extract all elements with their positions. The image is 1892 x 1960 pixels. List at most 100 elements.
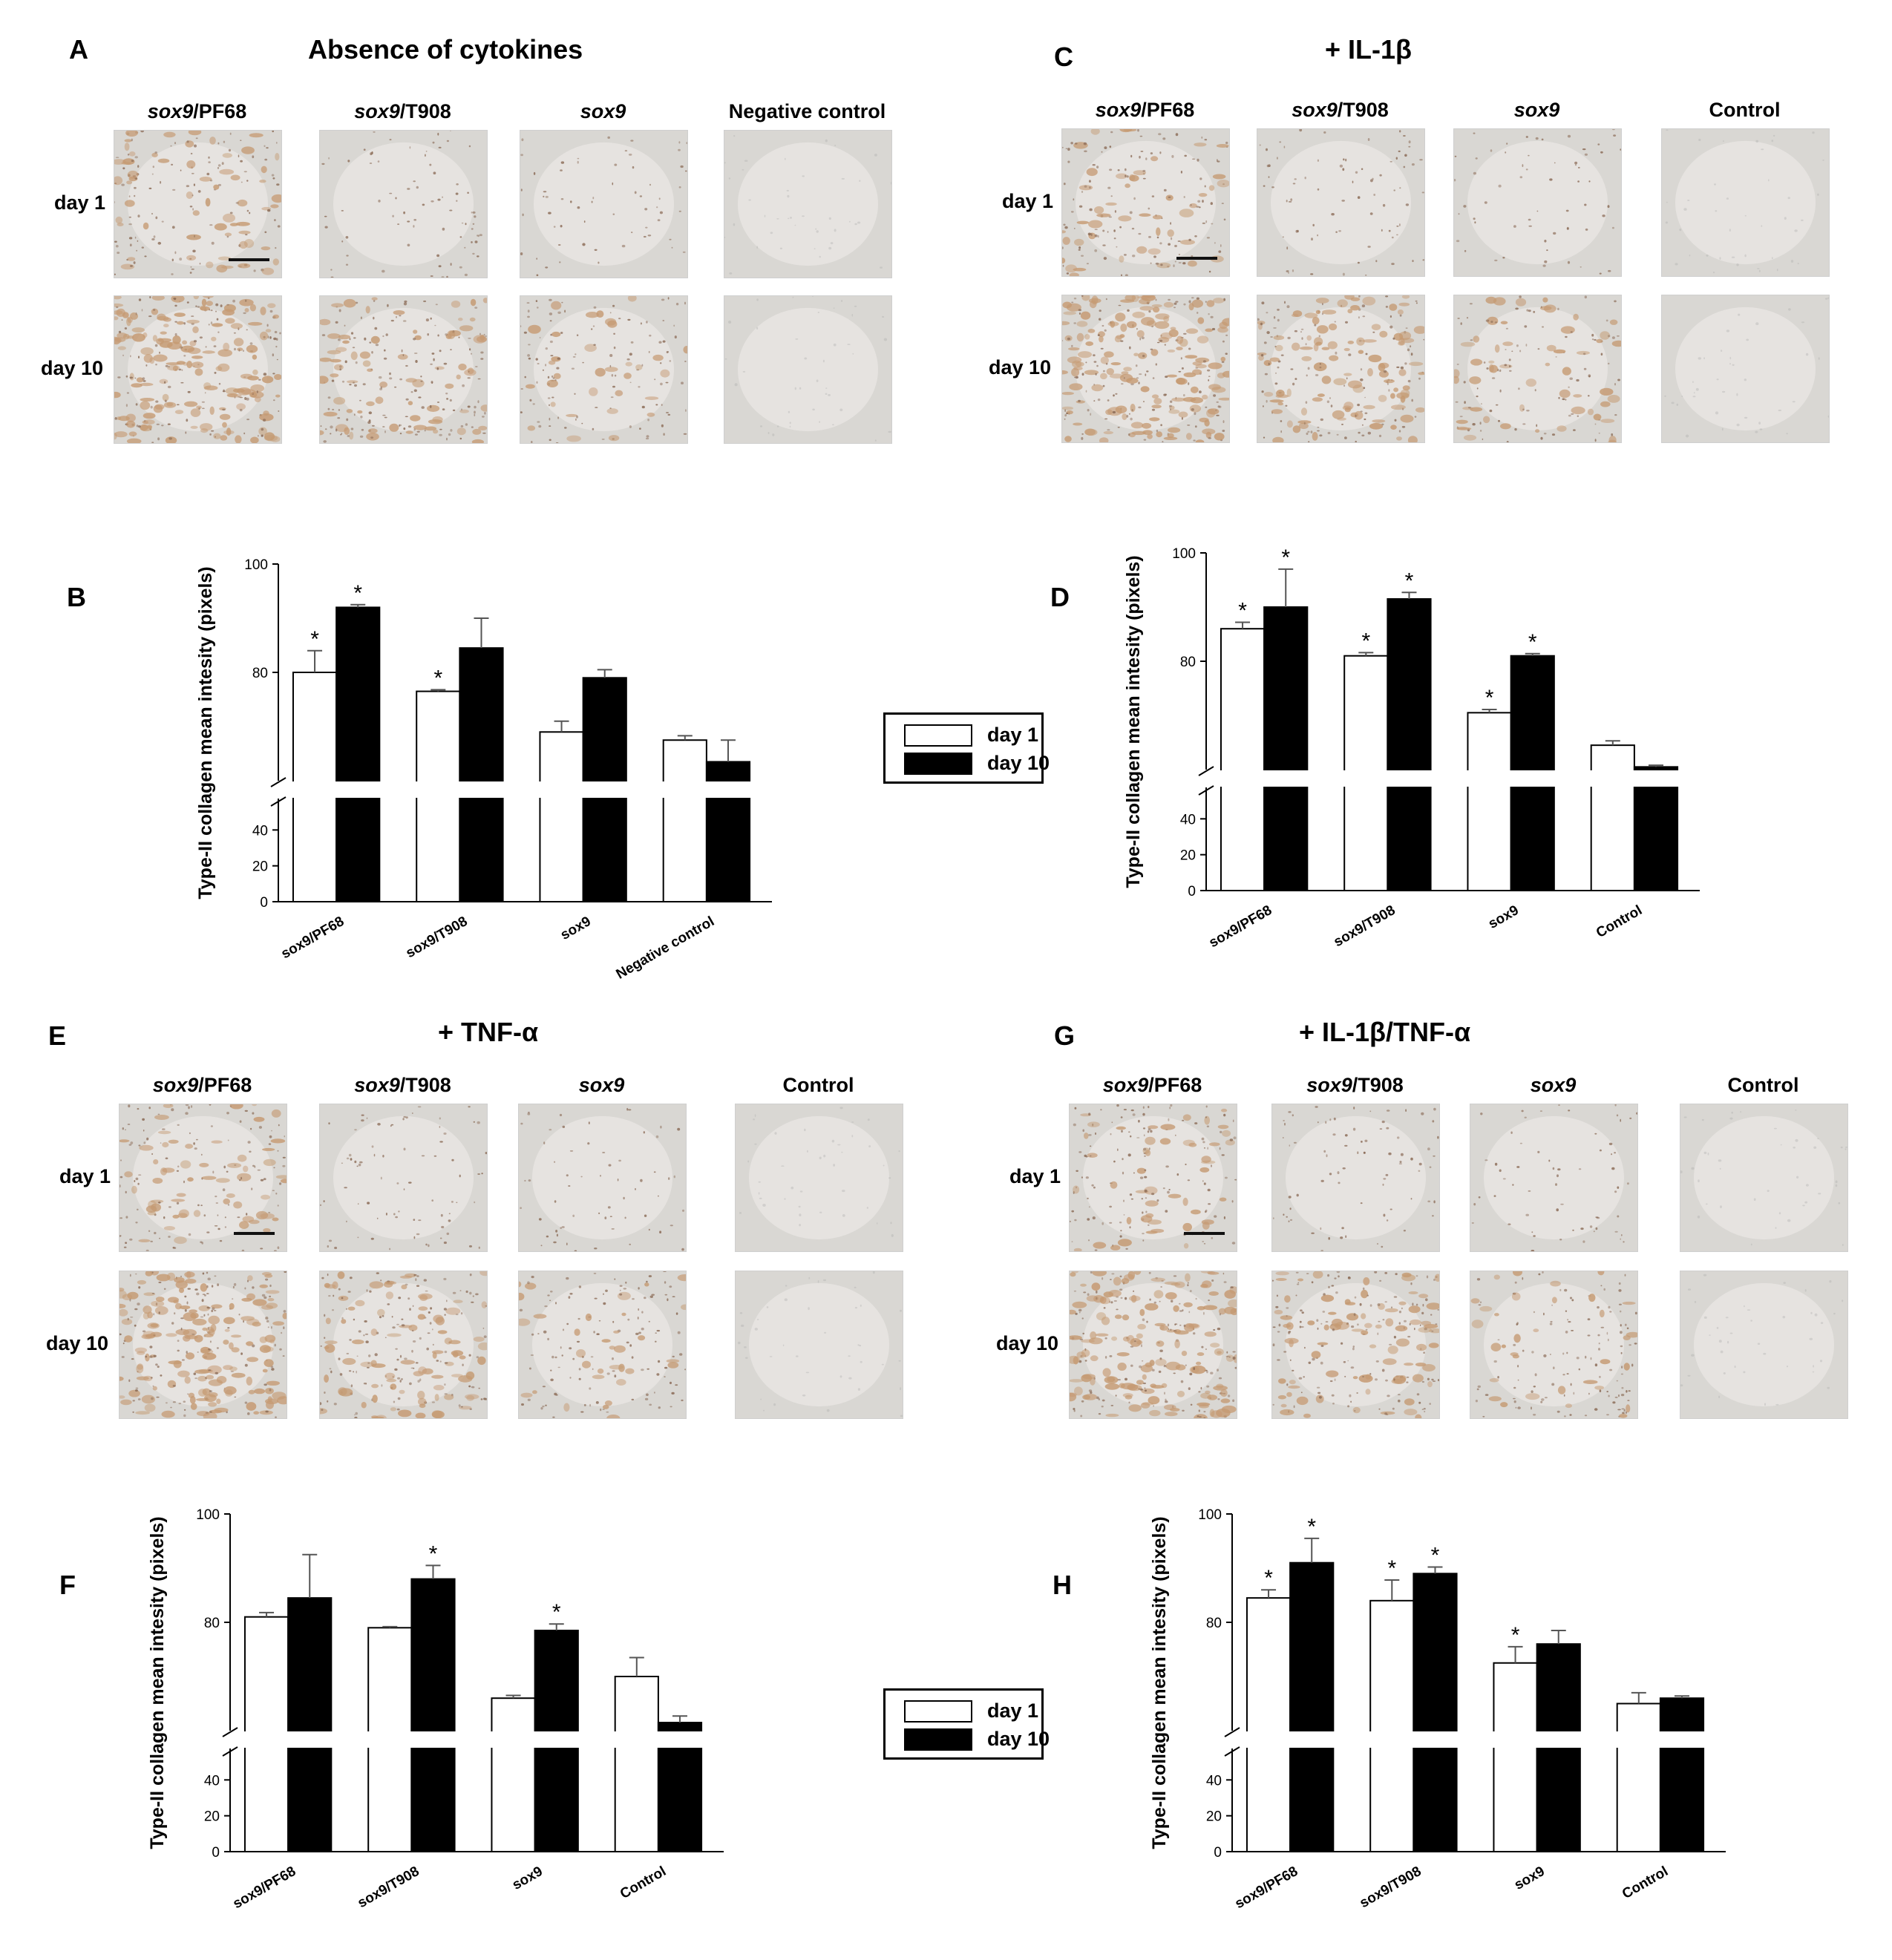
- column-label: sox9/PF68: [99, 100, 295, 123]
- y-tick-label: 40: [1180, 812, 1196, 827]
- bar-break-gap: [1466, 770, 1513, 787]
- legend-item-day1: day 1: [904, 1700, 1038, 1723]
- bar-break-gap: [410, 1731, 456, 1748]
- column-label: sox9/T908: [304, 100, 501, 123]
- column-label-gene: sox9: [152, 1074, 199, 1096]
- y-tick-label: 100: [196, 1507, 220, 1523]
- column-label-suffix: /PF68: [198, 1074, 252, 1096]
- panel-letter-f: F: [59, 1570, 76, 1600]
- micrograph-image: [1680, 1104, 1848, 1252]
- bar-break-gap: [1369, 1731, 1415, 1748]
- column-label-gene: sox9: [1306, 1074, 1352, 1096]
- row-label: day 10: [46, 1332, 109, 1354]
- legend-label-day10: day 10: [987, 1728, 1050, 1750]
- scale-bar: [229, 258, 269, 261]
- column-label: sox9/PF68: [104, 1074, 301, 1097]
- scale-bar: [234, 1232, 275, 1235]
- column-label: sox9/T908: [1242, 99, 1438, 122]
- significance-marker: *: [1431, 1544, 1440, 1568]
- column-label-suffix: Negative control: [728, 100, 886, 122]
- micrograph-image: [1069, 1271, 1237, 1419]
- significance-marker: *: [1511, 1623, 1520, 1648]
- column-label-gene: sox9: [354, 1074, 400, 1096]
- axis-break-mark: [222, 1727, 238, 1737]
- micrograph-image: [518, 1104, 687, 1252]
- column-label: sox9/PF68: [1047, 99, 1243, 122]
- micrograph-image: [1470, 1104, 1638, 1252]
- micrograph-image: [319, 295, 488, 444]
- bar-break-gap: [490, 1731, 537, 1748]
- axis-break-mark: [1224, 1727, 1240, 1737]
- x-tick-label: sox9: [510, 1864, 546, 1893]
- column-label-suffix: Control: [1709, 99, 1781, 121]
- x-tick-label: sox9/T908: [355, 1864, 422, 1911]
- bar-break-gap: [1632, 770, 1680, 787]
- bar-break-gap: [1615, 1731, 1662, 1748]
- row-label: day 1: [1002, 190, 1054, 212]
- column-label: Control: [720, 1074, 917, 1097]
- bar-break-gap: [1343, 770, 1389, 787]
- bar-break-gap: [1509, 770, 1556, 787]
- micrograph-image: [735, 1104, 903, 1252]
- column-label-gene: sox9: [1292, 99, 1338, 121]
- x-tick-label: sox9/PF68: [1206, 902, 1274, 951]
- row-label: day 1: [59, 1165, 111, 1187]
- significance-marker: *: [1405, 568, 1414, 593]
- legend-label-day1: day 1: [987, 724, 1039, 746]
- bar-break-gap: [458, 781, 505, 798]
- axis-break-mark: [270, 777, 287, 787]
- bar-break-gap: [415, 781, 462, 798]
- legend-top: day 1 day 10: [883, 712, 1050, 784]
- x-tick-label: Control: [1594, 902, 1645, 941]
- y-tick-label: 20: [1206, 1809, 1222, 1825]
- panel-title-a: Absence of cytokines: [308, 34, 583, 65]
- bar-break-gap: [533, 1731, 580, 1748]
- bar-day10: [1387, 598, 1432, 892]
- column-label-gene: sox9: [1513, 99, 1560, 121]
- bar-day10: [1659, 1697, 1705, 1853]
- micrograph-image: [1470, 1271, 1638, 1419]
- column-label-suffix: /T908: [399, 1074, 451, 1096]
- row-label: day 10: [989, 356, 1052, 378]
- bar-day1: [539, 731, 584, 902]
- y-tick-label: 40: [1206, 1773, 1222, 1789]
- bar-day1: [491, 1697, 536, 1853]
- legend-bottom: day 1 day 10: [883, 1688, 1050, 1760]
- bar-break-gap: [704, 781, 752, 798]
- micrograph-image: [119, 1104, 287, 1252]
- x-tick-label: Control: [618, 1864, 669, 1902]
- significance-marker: *: [429, 1541, 438, 1566]
- significance-marker: *: [353, 581, 362, 606]
- bar-day1: [1245, 1597, 1292, 1852]
- panel-title-g: + IL-1β/TNF-α: [1299, 1017, 1471, 1047]
- bar-break-gap: [1658, 1731, 1706, 1748]
- panel-letter-b: B: [67, 582, 86, 612]
- micrograph-image: [520, 130, 688, 278]
- panel-letter-a: A: [69, 34, 88, 65]
- x-tick-label: sox9/T908: [1357, 1864, 1424, 1911]
- significance-marker: *: [552, 1600, 561, 1625]
- column-label-suffix: /PF68: [193, 100, 247, 122]
- micrograph-image: [319, 130, 488, 278]
- significance-marker: *: [1281, 545, 1290, 570]
- significance-marker: *: [1361, 629, 1370, 653]
- panel-letter-g: G: [1054, 1020, 1076, 1051]
- bar-day1: [1369, 1599, 1415, 1853]
- bar-break-gap: [1219, 770, 1266, 787]
- micrograph-image: [1061, 295, 1230, 443]
- bar-break-gap: [1589, 770, 1636, 787]
- micrograph-image: [1257, 295, 1425, 443]
- panel-letter-d: D: [1050, 582, 1070, 612]
- bar-break-gap: [613, 1731, 660, 1748]
- column-label: sox9: [503, 1074, 700, 1097]
- micrograph-image: [724, 130, 892, 278]
- bar-break-gap: [581, 781, 628, 798]
- bar-break-gap: [1386, 770, 1433, 787]
- y-tick-label: 100: [244, 557, 268, 573]
- bar-day1: [1493, 1662, 1538, 1852]
- scale-bar: [1176, 257, 1217, 260]
- micrograph-image: [119, 1271, 287, 1419]
- micrograph-image: [1453, 295, 1622, 443]
- legend-item-day10: day 10: [904, 752, 1050, 775]
- bar-break-gap: [335, 781, 382, 798]
